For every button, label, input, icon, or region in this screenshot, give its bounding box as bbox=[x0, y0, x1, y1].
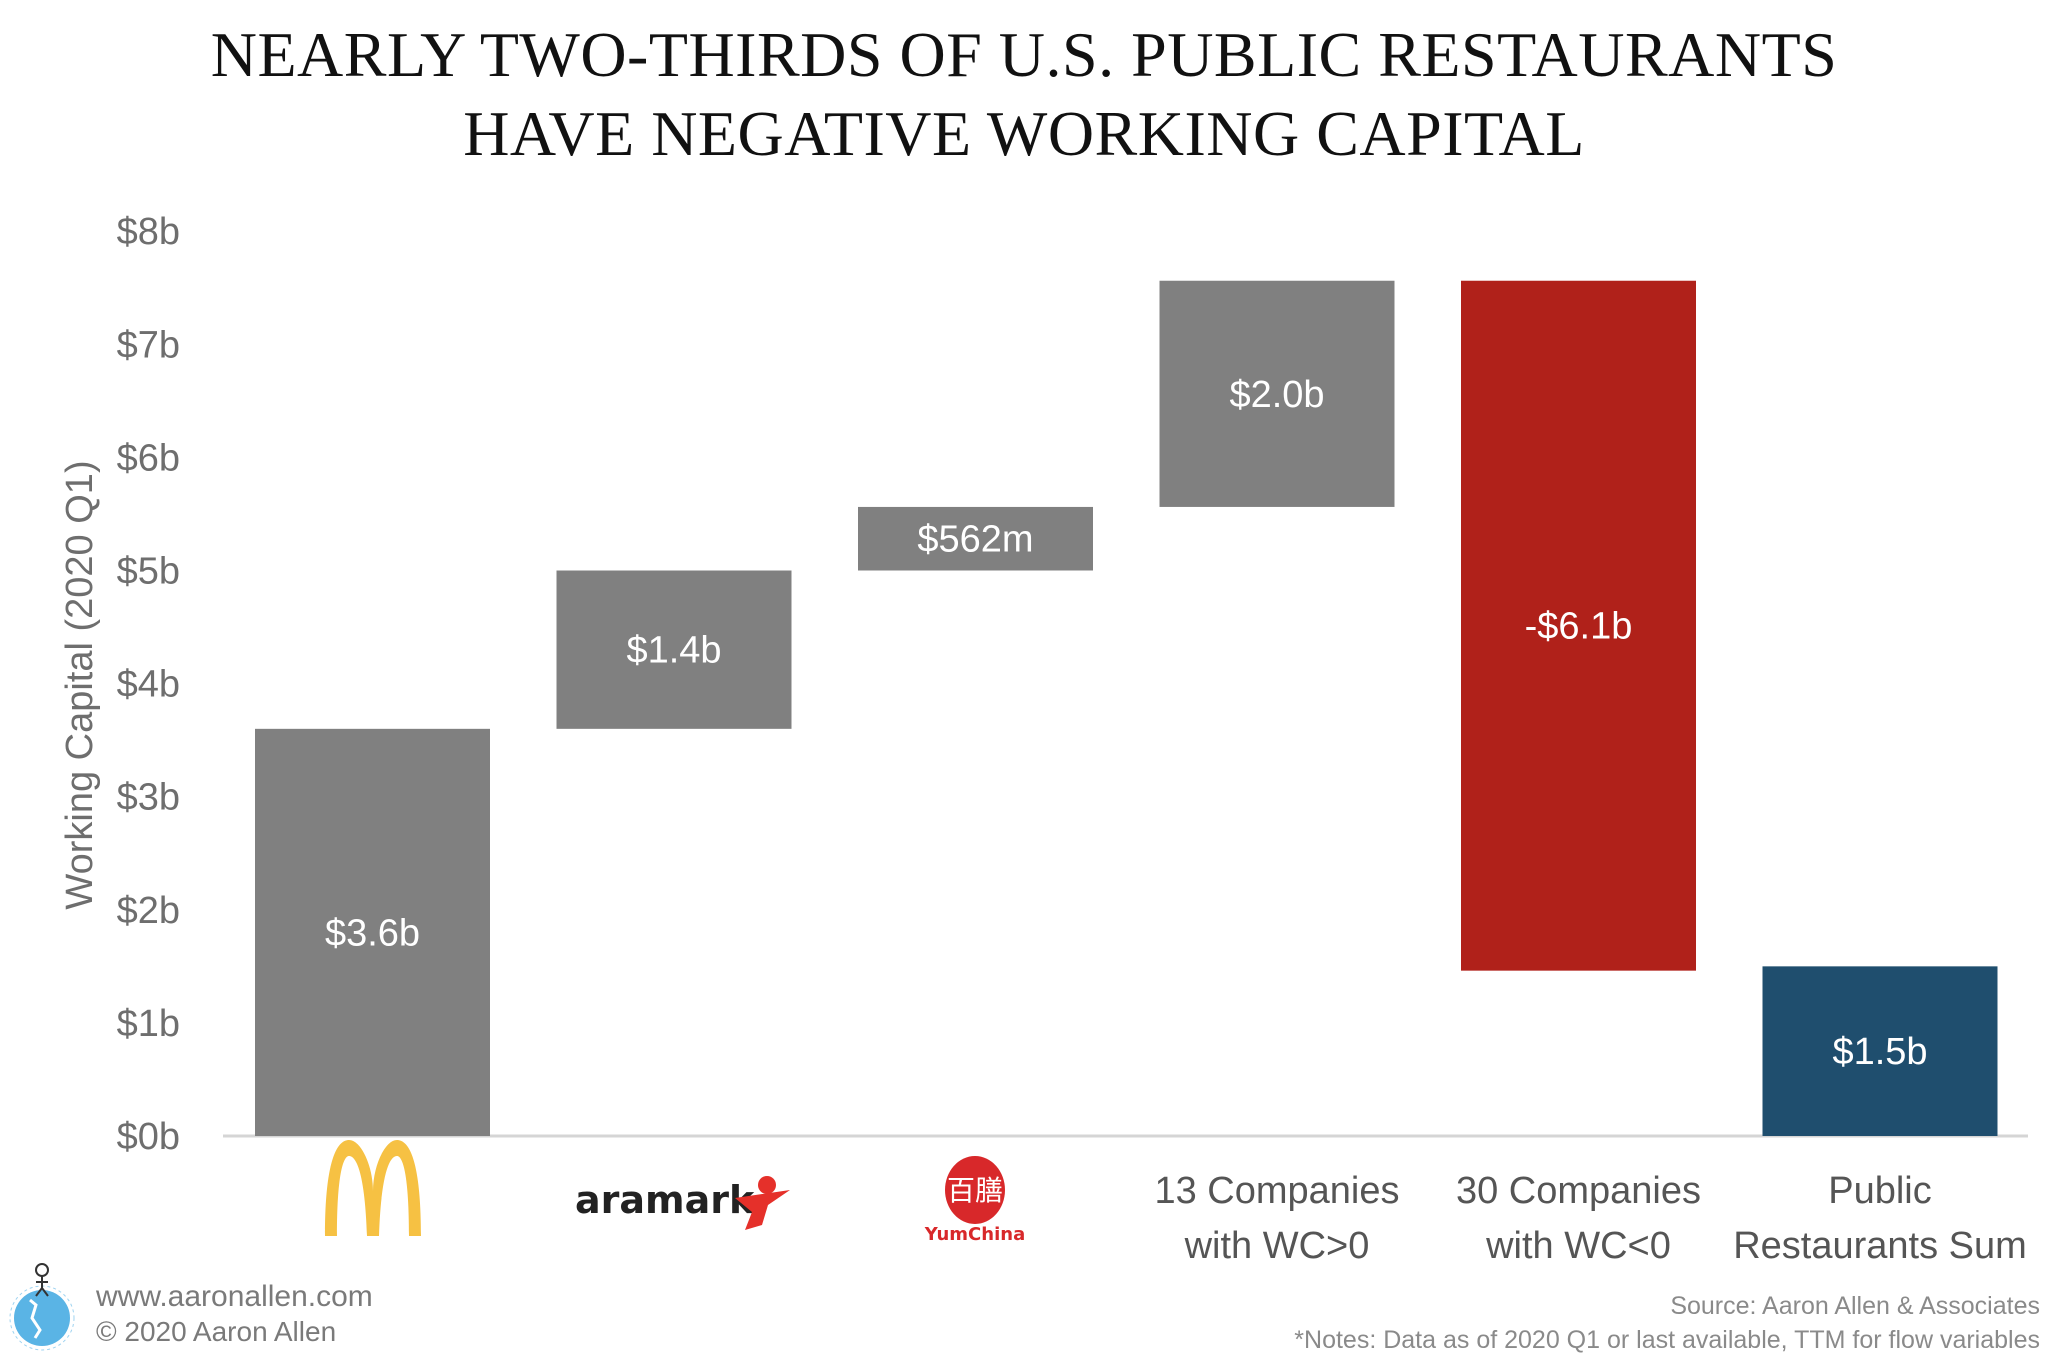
data-label: $562m bbox=[917, 519, 1033, 561]
x-tick-label: 30 Companies bbox=[1456, 1170, 1701, 1212]
x-tick-label: Public bbox=[1828, 1170, 1932, 1212]
y-tick-label: $1b bbox=[117, 1003, 180, 1045]
x-tick-label: 13 Companies bbox=[1154, 1170, 1399, 1212]
data-label: $2.0b bbox=[1229, 374, 1324, 416]
svg-text:百膳: 百膳 bbox=[947, 1174, 1003, 1207]
y-tick-label: $6b bbox=[117, 437, 180, 479]
bar-3 bbox=[1159, 280, 1395, 507]
bar-0 bbox=[255, 728, 490, 1136]
y-tick-label: $4b bbox=[117, 664, 180, 706]
aramark-figure-icon bbox=[735, 1176, 790, 1230]
x-tick-label: with WC<0 bbox=[1485, 1225, 1671, 1267]
x-tick-label: Restaurants Sum bbox=[1733, 1225, 2027, 1267]
y-tick-label: $7b bbox=[117, 324, 180, 366]
svg-text:YumChina: YumChina bbox=[924, 1224, 1025, 1245]
y-axis-label: Working Capital (2020 Q1) bbox=[59, 460, 101, 909]
svg-text:aramark: aramark bbox=[575, 1178, 755, 1222]
bar-4 bbox=[1461, 280, 1696, 971]
y-tick-label: $0b bbox=[117, 1116, 180, 1158]
copyright: © 2020 Aaron Allen bbox=[96, 1316, 337, 1347]
mcdonalds-logo bbox=[325, 1140, 421, 1236]
x-tick-label: with WC>0 bbox=[1184, 1225, 1370, 1267]
yumchina-logo: 百膳 YumChina bbox=[924, 1156, 1025, 1245]
bar-1 bbox=[556, 570, 792, 729]
chart-title-line-2: HAVE NEGATIVE WORKING CAPITAL bbox=[463, 98, 1585, 169]
notes: *Notes: Data as of 2020 Q1 or last avail… bbox=[1294, 1326, 2040, 1354]
aramark-logo: aramark bbox=[575, 1176, 790, 1230]
data-label: $3.6b bbox=[325, 912, 420, 954]
bar-2 bbox=[858, 506, 1093, 571]
y-tick-label: $5b bbox=[117, 551, 180, 593]
chart-title-line-1: NEARLY TWO-THIRDS OF U.S. PUBLIC RESTAUR… bbox=[210, 19, 1838, 90]
y-tick-label: $2b bbox=[117, 890, 180, 932]
data-label: -$6.1b bbox=[1525, 606, 1633, 648]
source-note: Source: Aaron Allen & Associates bbox=[1670, 1292, 2040, 1320]
y-tick-label: $8b bbox=[117, 211, 180, 253]
website-link[interactable]: www.aaronallen.com bbox=[96, 1280, 373, 1313]
bar-5 bbox=[1762, 966, 1998, 1136]
data-label: $1.4b bbox=[626, 630, 721, 672]
aaron-allen-globe-logo bbox=[9, 1263, 75, 1351]
y-tick-label: $3b bbox=[117, 777, 180, 819]
data-label: $1.5b bbox=[1832, 1031, 1927, 1073]
